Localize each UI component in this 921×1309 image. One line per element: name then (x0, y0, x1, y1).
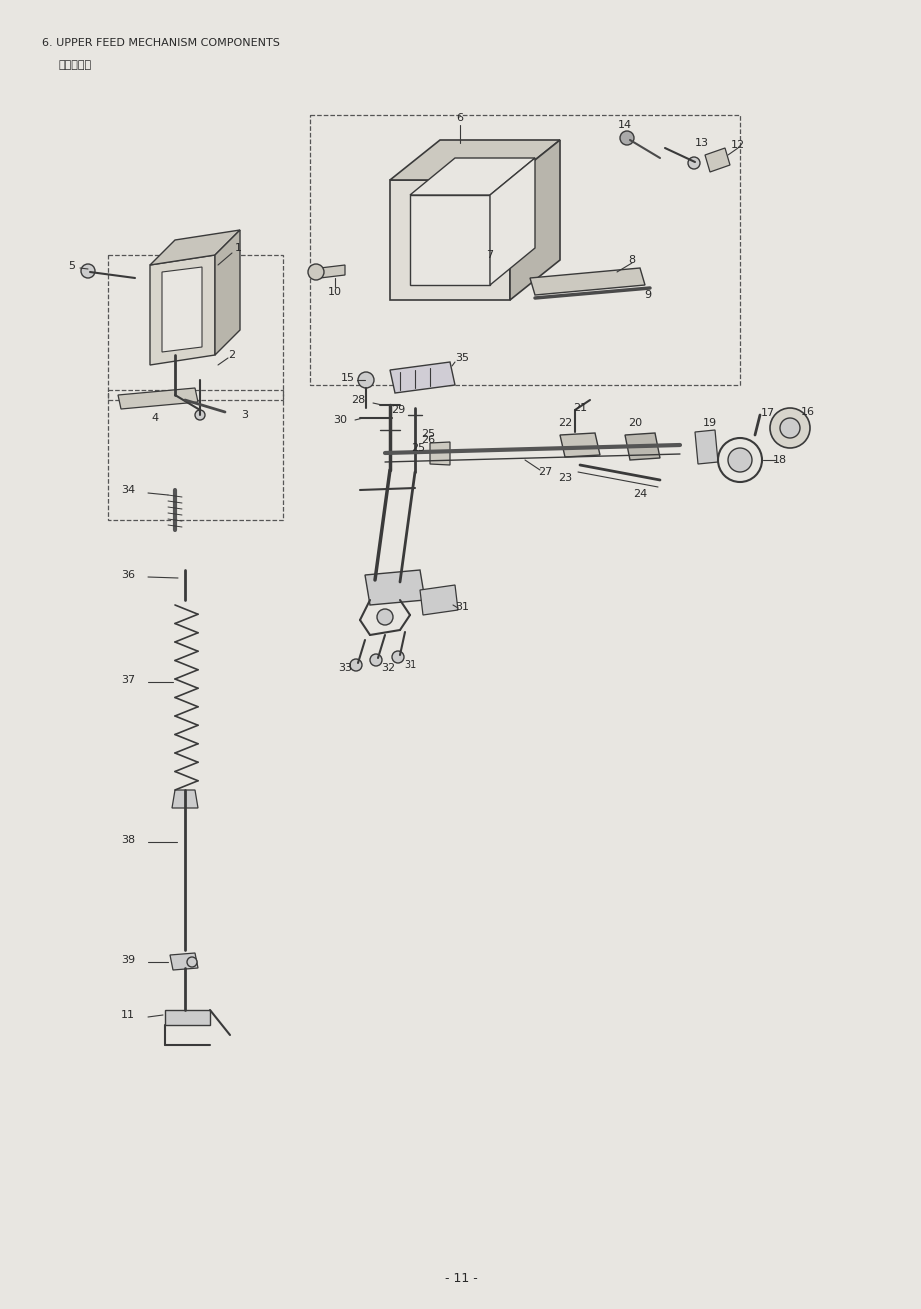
Text: 26: 26 (421, 435, 435, 445)
Polygon shape (420, 585, 458, 615)
Text: 9: 9 (645, 291, 651, 300)
Polygon shape (430, 442, 450, 465)
Bar (108, 390, 283, 520)
Polygon shape (118, 387, 198, 408)
Circle shape (770, 408, 810, 448)
Text: 17: 17 (761, 408, 775, 418)
Text: 19: 19 (703, 418, 717, 428)
Polygon shape (390, 363, 455, 393)
Text: 32: 32 (381, 662, 395, 673)
Text: 8: 8 (628, 255, 635, 264)
Text: 27: 27 (538, 467, 552, 476)
Circle shape (370, 654, 382, 666)
Polygon shape (365, 569, 425, 605)
Circle shape (358, 372, 374, 387)
Text: 上送り関係: 上送り関係 (58, 60, 91, 69)
Polygon shape (320, 264, 345, 278)
Text: 21: 21 (573, 403, 587, 414)
Polygon shape (625, 433, 660, 459)
Circle shape (195, 410, 205, 420)
Text: 6: 6 (457, 113, 463, 123)
Circle shape (350, 658, 362, 672)
Text: 10: 10 (328, 287, 342, 297)
Polygon shape (705, 148, 730, 171)
Text: 36: 36 (121, 569, 135, 580)
Text: 28: 28 (351, 395, 365, 404)
Polygon shape (410, 158, 535, 195)
Circle shape (620, 131, 634, 145)
Text: 5: 5 (68, 260, 76, 271)
Text: 18: 18 (773, 456, 787, 465)
Bar (310, 115, 740, 385)
Polygon shape (390, 140, 560, 181)
Polygon shape (695, 429, 718, 463)
Text: 24: 24 (633, 490, 647, 499)
Polygon shape (410, 195, 490, 285)
Text: 14: 14 (618, 120, 632, 130)
Text: 7: 7 (486, 250, 494, 260)
Text: 3: 3 (241, 410, 249, 420)
Text: 6. UPPER FEED MECHANISM COMPONENTS: 6. UPPER FEED MECHANISM COMPONENTS (42, 38, 280, 48)
Circle shape (308, 264, 324, 280)
Text: 1: 1 (235, 243, 241, 253)
Text: 2: 2 (228, 350, 236, 360)
Polygon shape (165, 1011, 210, 1025)
Text: 16: 16 (801, 407, 815, 418)
Text: 13: 13 (695, 137, 709, 148)
Circle shape (187, 957, 197, 967)
Text: 34: 34 (121, 486, 135, 495)
Text: 31: 31 (404, 660, 416, 670)
Polygon shape (170, 953, 198, 970)
Text: 35: 35 (455, 353, 469, 363)
Bar (108, 255, 283, 401)
Polygon shape (490, 158, 535, 285)
Text: 11: 11 (121, 1011, 135, 1020)
Circle shape (81, 264, 95, 278)
Text: 25: 25 (421, 429, 435, 439)
Circle shape (392, 651, 404, 662)
Text: 38: 38 (121, 835, 135, 846)
Text: 23: 23 (558, 473, 572, 483)
Text: 29: 29 (391, 404, 405, 415)
Text: 20: 20 (628, 418, 642, 428)
Text: 4: 4 (151, 414, 158, 423)
Polygon shape (390, 181, 510, 300)
Text: 30: 30 (333, 415, 347, 425)
Circle shape (780, 418, 800, 439)
Polygon shape (510, 140, 560, 300)
Polygon shape (150, 230, 240, 264)
Text: 37: 37 (121, 675, 135, 685)
Text: 33: 33 (338, 662, 352, 673)
Text: 39: 39 (121, 956, 135, 965)
Polygon shape (560, 433, 600, 457)
Circle shape (728, 448, 752, 473)
Text: 25: 25 (411, 442, 426, 453)
Polygon shape (530, 268, 645, 295)
Polygon shape (172, 791, 198, 808)
Circle shape (718, 439, 762, 482)
Polygon shape (150, 255, 215, 365)
Text: 22: 22 (558, 418, 572, 428)
Text: 15: 15 (341, 373, 355, 384)
Text: 31: 31 (455, 602, 469, 613)
Polygon shape (215, 230, 240, 355)
Text: 12: 12 (731, 140, 745, 151)
Circle shape (688, 157, 700, 169)
Circle shape (377, 609, 393, 624)
Text: - 11 -: - 11 - (445, 1271, 477, 1284)
Polygon shape (162, 267, 202, 352)
